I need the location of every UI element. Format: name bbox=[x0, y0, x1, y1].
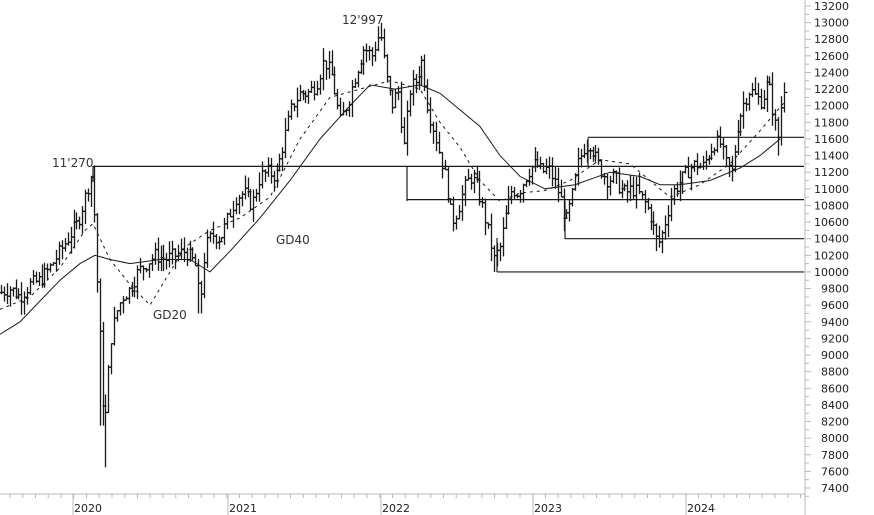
y-tick-label: 12200 bbox=[814, 83, 849, 96]
y-tick-label: 10400 bbox=[814, 233, 849, 246]
y-tick-label: 9600 bbox=[821, 299, 849, 312]
y-tick-label: 8400 bbox=[821, 399, 849, 412]
y-tick-label: 13200 bbox=[814, 0, 849, 13]
y-tick-label: 11200 bbox=[814, 166, 849, 179]
y-tick-label: 7800 bbox=[821, 449, 849, 462]
y-tick-label: 11800 bbox=[814, 116, 849, 129]
y-axis: 13200 13000 12800 12600 12400 12200 12000 11800… bbox=[804, 0, 849, 515]
price-bars bbox=[0, 22, 788, 468]
y-tick-label: 12400 bbox=[814, 66, 849, 79]
peak-2020-label: 11'270 bbox=[52, 156, 93, 170]
gd20-moving-average-line bbox=[0, 80, 786, 310]
x-tick-label: 2020 bbox=[74, 502, 102, 515]
x-axis: 2020 2021 2022 2023 2024 bbox=[0, 493, 805, 515]
gd40-label: GD40 bbox=[276, 233, 310, 247]
y-tick-label: 10200 bbox=[814, 249, 849, 262]
y-tick-label: 12800 bbox=[814, 33, 849, 46]
y-tick-label: 9000 bbox=[821, 349, 849, 362]
y-tick-label: 10600 bbox=[814, 216, 849, 229]
x-tick-label: 2023 bbox=[534, 502, 562, 515]
y-tick-label: 11600 bbox=[814, 133, 849, 146]
gd40-moving-average-line bbox=[0, 84, 781, 335]
x-tick-label: 2024 bbox=[687, 502, 715, 515]
y-tick-label: 12000 bbox=[814, 100, 849, 113]
y-tick-label: 10800 bbox=[814, 199, 849, 212]
y-tick-label: 13000 bbox=[814, 17, 849, 30]
gd20-label: GD20 bbox=[153, 308, 187, 322]
x-tick-label: 2022 bbox=[382, 502, 410, 515]
y-tick-label: 8200 bbox=[821, 416, 849, 429]
peak-2021-label: 12'997 bbox=[342, 13, 383, 27]
y-tick-label: 9800 bbox=[821, 283, 849, 296]
y-tick-label: 8800 bbox=[821, 366, 849, 379]
y-tick-label: 8600 bbox=[821, 382, 849, 395]
y-tick-label: 11000 bbox=[814, 183, 849, 196]
y-tick-label: 11400 bbox=[814, 150, 849, 163]
y-tick-label: 12600 bbox=[814, 50, 849, 63]
y-tick-label: 9200 bbox=[821, 332, 849, 345]
x-tick-label: 2021 bbox=[229, 502, 257, 515]
y-tick-label: 7400 bbox=[821, 482, 849, 495]
y-tick-label: 10000 bbox=[814, 266, 849, 279]
y-tick-label: 8000 bbox=[821, 432, 849, 445]
y-tick-label: 9400 bbox=[821, 316, 849, 329]
y-tick-label: 7600 bbox=[821, 465, 849, 478]
